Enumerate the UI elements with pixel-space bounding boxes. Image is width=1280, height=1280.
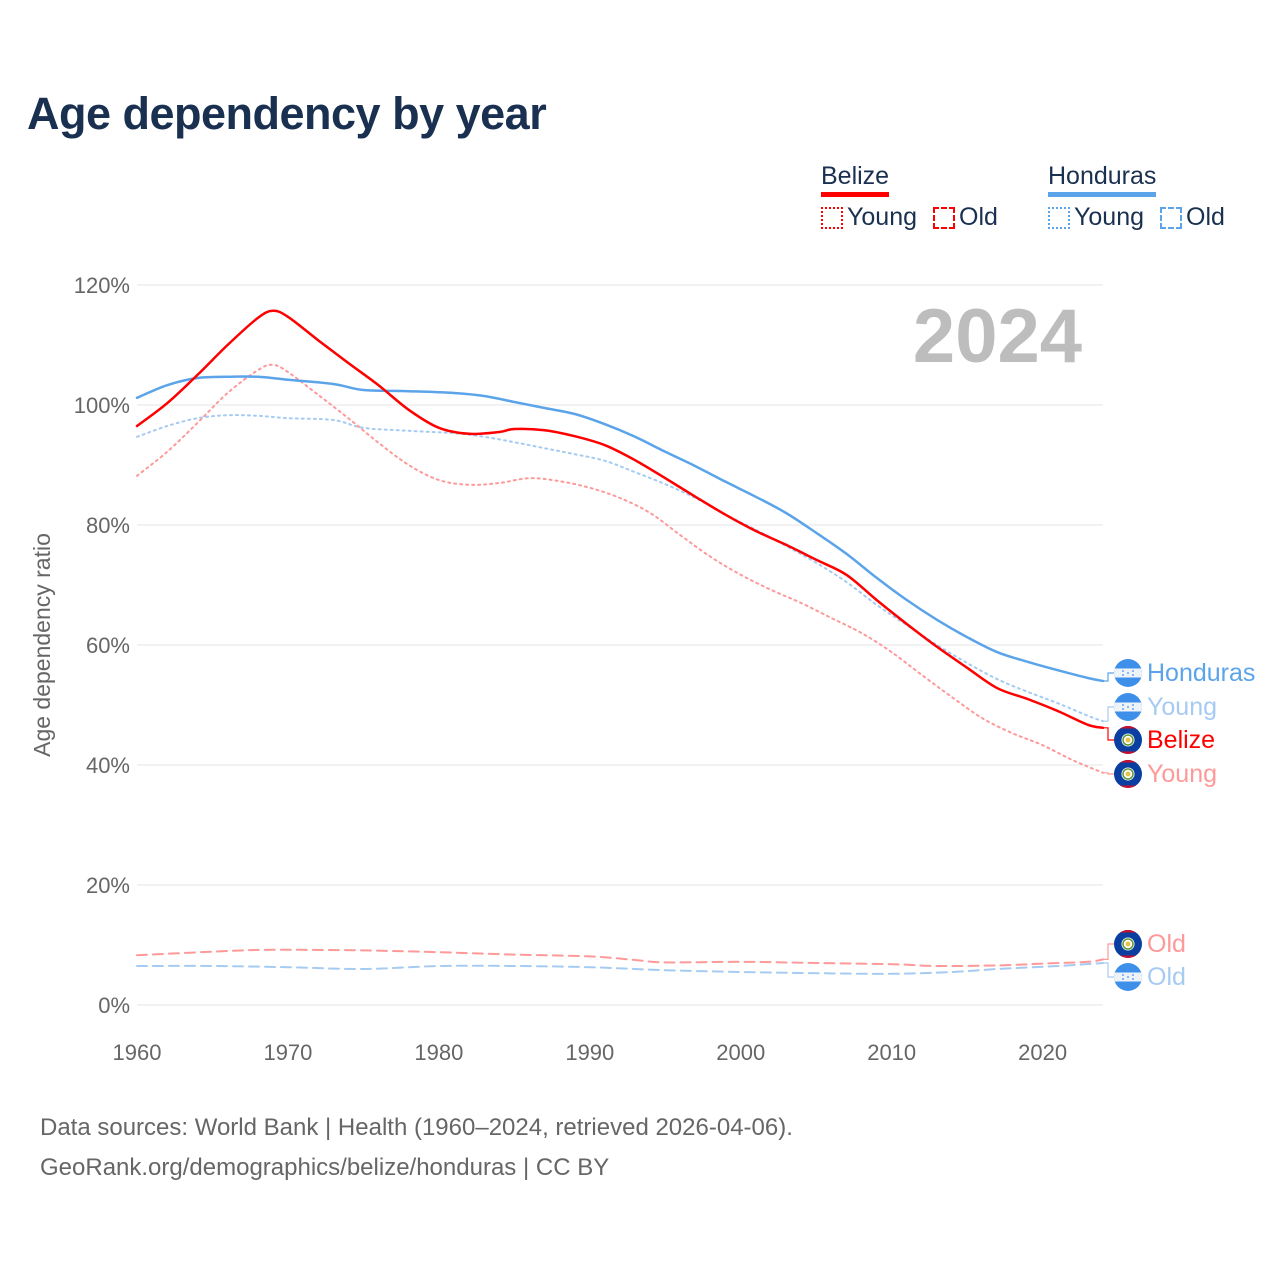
x-tick-label: 1970 [263, 1040, 312, 1065]
dotted-swatch-icon [1048, 206, 1070, 229]
legend-label: Young [847, 203, 917, 231]
legend-label: Young [1074, 203, 1144, 231]
end-label-honduras: Honduras [1147, 659, 1255, 687]
dashed-swatch-icon [933, 206, 955, 229]
y-tick-label: 40% [86, 753, 130, 778]
year-overlay: 2024 [913, 294, 1082, 379]
series-line-belize-young[interactable] [136, 363, 1104, 774]
legend-item-belize-young[interactable]: Young [821, 203, 917, 232]
honduras-flag-icon [1114, 659, 1142, 687]
legend-belize: Belize Young Old [821, 162, 998, 232]
x-tick-label: 1980 [414, 1040, 463, 1065]
legend-label: Old [959, 203, 998, 231]
label-connector [1103, 706, 1115, 722]
footer: Data sources: World Bank | Health (1960–… [40, 1108, 793, 1188]
y-tick-label: 0% [98, 993, 130, 1018]
end-label-honduras-young: Young [1147, 693, 1217, 721]
legend-label: Old [1186, 203, 1225, 231]
y-axis-label: Age dependency ratio [29, 533, 55, 757]
honduras-flag-icon [1114, 693, 1142, 721]
end-label-belize-old: Old [1147, 930, 1186, 958]
belize-flag-icon [1114, 726, 1142, 754]
y-tick-label: 120% [74, 273, 130, 298]
label-connector [1103, 943, 1115, 960]
end-label-honduras-old: Old [1147, 963, 1186, 991]
series-line-belize-old[interactable] [136, 948, 1104, 968]
end-label-belize: Belize [1147, 726, 1215, 754]
y-tick-label: 80% [86, 513, 130, 538]
x-tick-label: 1960 [113, 1040, 162, 1065]
honduras-flag-icon [1114, 963, 1142, 991]
series-line-honduras[interactable] [135, 375, 1105, 683]
legend-country-honduras: Honduras [1048, 162, 1157, 197]
y-tick-label: 100% [74, 393, 130, 418]
legend-item-belize-old[interactable]: Old [933, 203, 998, 232]
label-connector [1103, 727, 1115, 741]
legend-item-honduras-old[interactable]: Old [1160, 203, 1225, 232]
x-tick-label: 2010 [867, 1040, 916, 1065]
legend-item-honduras-young[interactable]: Young [1048, 203, 1144, 232]
x-tick-label: 2020 [1018, 1040, 1067, 1065]
y-tick-label: 60% [86, 633, 130, 658]
label-connector [1103, 672, 1115, 682]
dotted-swatch-icon [821, 206, 843, 229]
series-line-honduras-old[interactable] [136, 962, 1104, 975]
legend-honduras: Honduras Young Old [1048, 162, 1225, 232]
legend-country-belize: Belize [821, 162, 890, 197]
series-line-honduras-young[interactable] [136, 414, 1104, 723]
end-label-belize-young: Young [1147, 760, 1217, 788]
data-source: Data sources: World Bank | Health (1960–… [40, 1114, 793, 1141]
label-connector [1103, 772, 1115, 775]
dashed-swatch-icon [1160, 206, 1182, 229]
belize-flag-icon [1114, 760, 1142, 788]
chart-title: Age dependency by year [27, 88, 547, 139]
series-line-belize[interactable] [135, 309, 1105, 730]
belize-flag-icon [1114, 930, 1142, 958]
source-link[interactable]: GeoRank.org/demographics/belize/honduras… [40, 1154, 610, 1181]
x-tick-label: 2000 [716, 1040, 765, 1065]
y-tick-label: 20% [86, 873, 130, 898]
x-tick-label: 1990 [565, 1040, 614, 1065]
label-connector [1103, 962, 1115, 978]
